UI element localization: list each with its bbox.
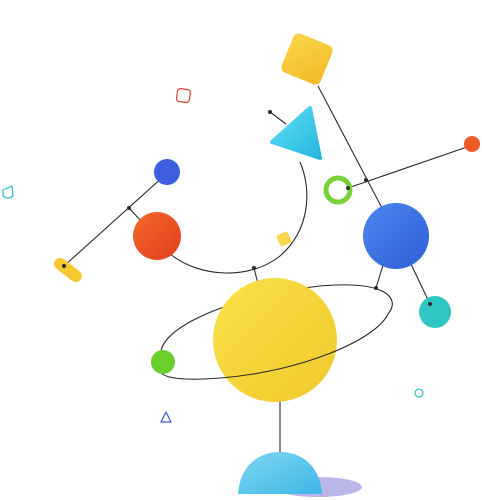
wire-joints <box>62 110 432 456</box>
small-yellow-square <box>276 231 292 247</box>
small-blue-ball <box>154 159 180 185</box>
red-ball <box>133 212 181 260</box>
yellow-planet <box>213 278 337 402</box>
wire-triangle-tip <box>270 112 286 124</box>
yellow-capsule <box>52 255 85 284</box>
green-ball <box>151 350 175 374</box>
teal-ball <box>419 296 451 328</box>
rounded-triangle-outline-icon <box>3 186 13 198</box>
green-ring <box>326 178 350 202</box>
small-orange-ball <box>464 136 480 152</box>
dome-base <box>238 452 322 494</box>
rounded-triangle-outline-icon-bottom <box>161 412 171 422</box>
wire-arc <box>170 162 307 273</box>
wire-teal-drop <box>410 262 430 304</box>
small-circle-outline-icon <box>415 389 423 397</box>
rounded-square-outline-icon <box>176 88 191 103</box>
blue-ball <box>363 203 429 269</box>
yellow-diamond-shape <box>280 32 335 87</box>
cyan-triangle-shape <box>272 108 320 158</box>
